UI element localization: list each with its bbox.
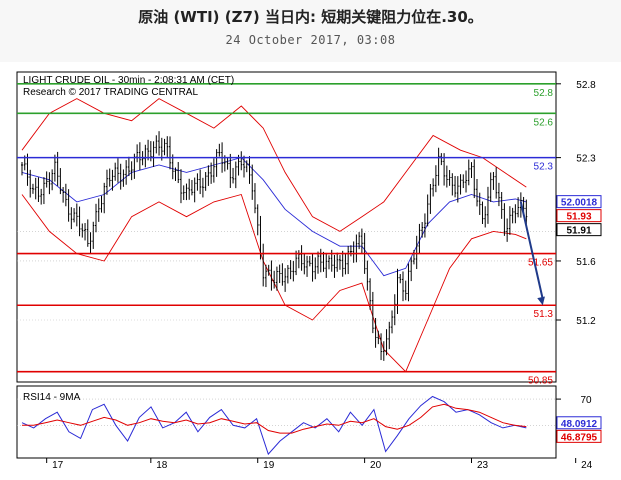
forecast-arrowhead xyxy=(537,296,545,306)
rsi-tag xyxy=(556,416,602,430)
price-tag-label: 51.91 xyxy=(566,226,591,237)
chart-subtitle: Research © 2017 TRADING CENTRAL xyxy=(23,87,198,98)
upper-band xyxy=(21,98,527,232)
main-frame xyxy=(16,71,557,383)
rsi-tag xyxy=(556,429,602,443)
price-tag-label: 52.0018 xyxy=(561,198,598,209)
middle-band xyxy=(21,157,527,277)
page-title: 原油 (WTI) (Z7) 当日内: 短期关键阻力位在.30。 xyxy=(138,8,483,26)
chart-title: LIGHT CRUDE OIL - 30min - 2:08:31 AM (CE… xyxy=(23,75,234,86)
rsi-tick-label: 70 xyxy=(580,395,592,406)
y-tick-label: 52.3 xyxy=(576,154,596,165)
price-chart: 51.251.651.852.352.852.852.652.351.6551.… xyxy=(16,71,602,471)
x-tick-label: 20 xyxy=(370,460,382,471)
rsi-title: RSI14 - 9MA xyxy=(23,392,81,403)
x-tick-label: 18 xyxy=(156,460,168,471)
level-label: 51.65 xyxy=(528,258,553,269)
timestamp: 24 October 2017, 03:08 xyxy=(225,33,396,47)
rsi-tag-label: 48.0912 xyxy=(561,419,598,430)
x-tick-label: 17 xyxy=(52,460,64,471)
y-tick-label: 51.6 xyxy=(576,257,596,268)
level-label: 52.8 xyxy=(534,88,554,99)
rsi-series-line xyxy=(22,403,527,434)
level-label: 51.3 xyxy=(534,309,554,320)
x-tick-label: 19 xyxy=(263,460,275,471)
price-tag xyxy=(556,223,602,237)
main-panel: 51.251.651.852.352.852.852.652.351.6551.… xyxy=(16,71,602,387)
level-label: 50.85 xyxy=(528,376,553,387)
level-label: 52.3 xyxy=(534,162,554,173)
y-tick-label: 52.8 xyxy=(576,80,596,91)
rsi-panel: 70 48.0912 46.8795 xyxy=(16,385,602,459)
rsi-frame xyxy=(16,385,557,459)
rsi-tag-label: 46.8795 xyxy=(561,432,598,443)
x-tick-label: 23 xyxy=(477,460,489,471)
level-label: 52.6 xyxy=(534,117,554,128)
y-tick-label: 51.2 xyxy=(576,316,596,327)
rsi-series-line xyxy=(21,395,527,456)
x-tick-label: 24 xyxy=(581,460,593,471)
x-axis: 17 18 19 20 23 24 xyxy=(17,457,593,471)
header: 原油 (WTI) (Z7) 当日内: 短期关键阻力位在.30。 24 Octob… xyxy=(0,0,621,62)
price-tag xyxy=(556,209,602,223)
price-tag xyxy=(556,195,602,209)
forecast-arrow xyxy=(519,201,544,300)
price-tag-label: 51.93 xyxy=(566,212,591,223)
